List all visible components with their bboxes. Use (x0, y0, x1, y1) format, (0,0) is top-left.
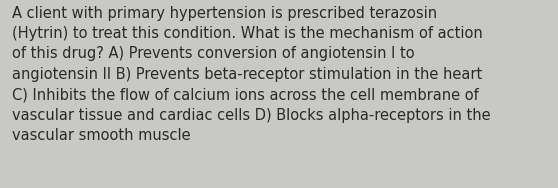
Text: A client with primary hypertension is prescribed terazosin
(Hytrin) to treat thi: A client with primary hypertension is pr… (12, 6, 491, 143)
